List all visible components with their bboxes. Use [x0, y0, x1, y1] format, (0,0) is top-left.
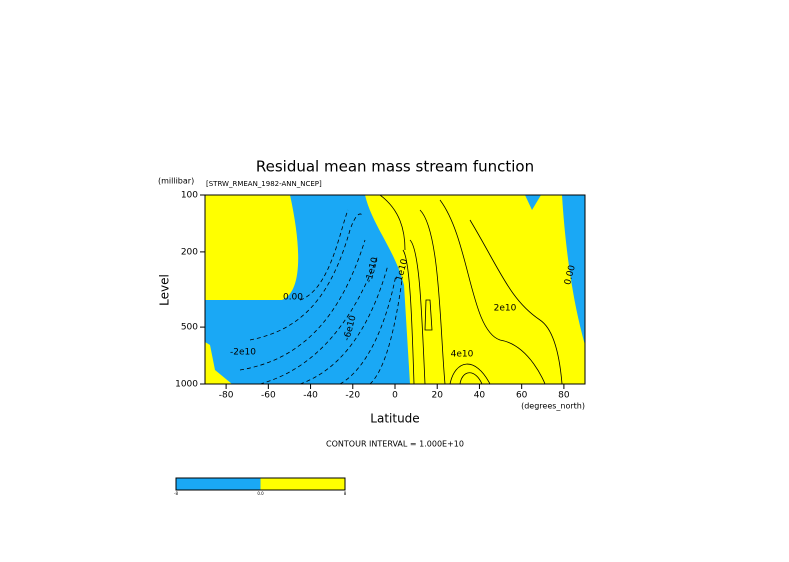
contour-line [409, 239, 426, 385]
contour-line [299, 264, 389, 385]
x-tick-label: 80 [558, 391, 570, 401]
contour-line [259, 254, 379, 385]
x-label: Latitude [370, 412, 419, 426]
contour-label: 0.00 [283, 293, 303, 303]
contour-line [379, 194, 406, 251]
contour-line [439, 199, 546, 385]
contour-line [299, 209, 349, 301]
fill-negative [525, 195, 541, 210]
contour-note: CONTOUR INTERVAL = 1.000E+10 [326, 440, 464, 449]
contour-label: 2e10 [494, 304, 517, 314]
x-tick-label: 40 [474, 391, 486, 401]
y-tick-label: 200 [181, 247, 198, 257]
y-tick-label: 100 [181, 191, 198, 201]
x-tick-label: 20 [431, 391, 443, 401]
y-tick-label: 1000 [175, 380, 198, 390]
contour-line [469, 219, 563, 385]
contour-label: 4e10 [451, 350, 474, 360]
colorbar-swatch [176, 478, 261, 490]
subtitle: [STRW_RMEAN_1982-ANN_NCEP] [206, 180, 322, 188]
x-tick-label: -20 [345, 391, 360, 401]
x-tick-label: -60 [261, 391, 276, 401]
x-tick-label: 60 [516, 391, 528, 401]
contour-line [249, 213, 363, 341]
y-label: Level [158, 274, 172, 306]
contour-line [369, 279, 403, 385]
colorbar-label: 0.0 [257, 491, 264, 496]
contour-label: -2e10 [230, 348, 256, 358]
x-tick-label: 0 [392, 391, 398, 401]
contour-line [402, 249, 415, 385]
x-units: (degrees_north) [521, 402, 585, 411]
colorbar-swatch [260, 478, 345, 490]
fill-positive [424, 299, 433, 331]
x-tick-label: -40 [303, 391, 318, 401]
contour-line [449, 363, 491, 385]
chart-title: Residual mean mass stream function [256, 158, 534, 176]
x-tick-label: -80 [219, 391, 234, 401]
fill-negative [205, 195, 410, 384]
colorbar-label: 8 [344, 491, 347, 496]
y-tick-label: 500 [181, 323, 198, 333]
contour-line [339, 274, 397, 385]
contour-line [459, 372, 483, 385]
y-units: (millibar) [158, 177, 194, 186]
contour-line [239, 239, 366, 371]
colorbar-frame [175, 477, 346, 491]
contour-line [419, 209, 446, 385]
fill-negative [562, 195, 585, 345]
colorbar-label: -8 [174, 491, 178, 496]
